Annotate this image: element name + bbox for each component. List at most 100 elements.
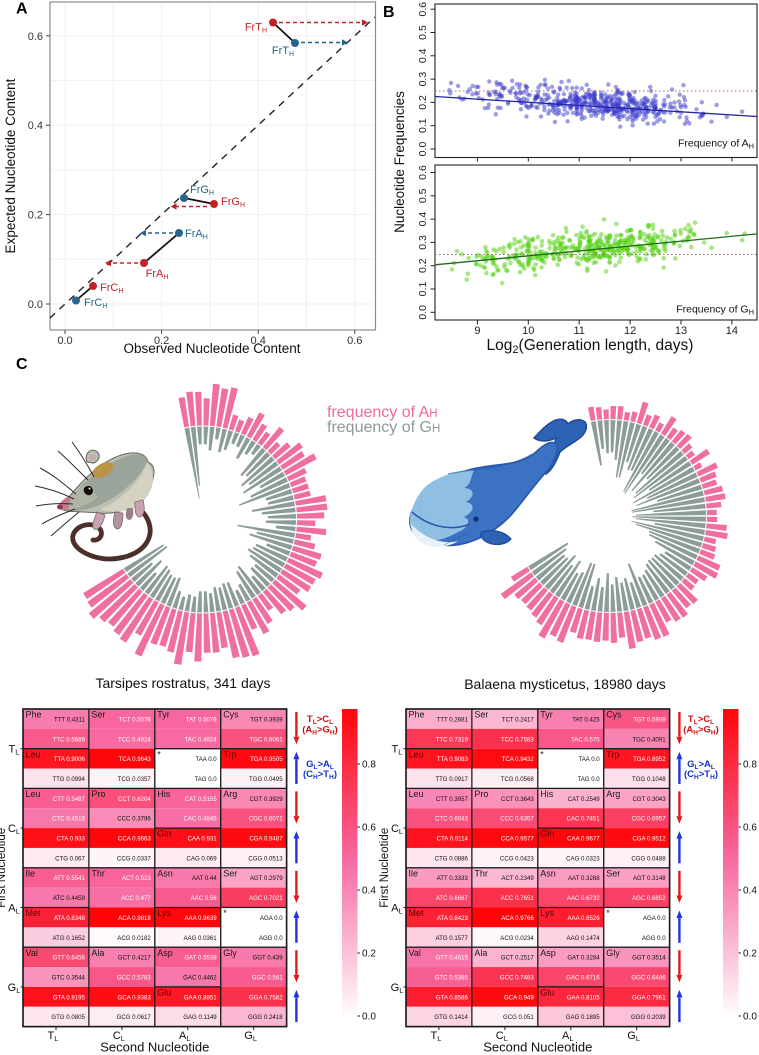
svg-text:0.1: 0.1 <box>417 118 429 133</box>
svg-text:CCA 0.9663: CCA 0.9663 <box>118 836 151 843</box>
svg-text:CAG 0.0323: CAG 0.0323 <box>566 855 600 862</box>
svg-text:GGG 0.2039: GGG 0.2039 <box>631 1014 666 1021</box>
svg-text:Trp: Trp <box>606 749 619 759</box>
svg-text:AGC 0.7021: AGC 0.7021 <box>249 895 283 902</box>
svg-text:0.0: 0.0 <box>417 142 429 157</box>
svg-text:ACA 0.9766: ACA 0.9766 <box>501 915 534 922</box>
svg-text:CTA 0.933: CTA 0.933 <box>57 836 86 843</box>
svg-text:14: 14 <box>726 325 738 337</box>
svg-text:0.2: 0.2 <box>417 95 429 110</box>
svg-text:ATG 0.1577: ATG 0.1577 <box>435 935 468 942</box>
svg-text:*: * <box>606 908 610 918</box>
svg-text:Lys: Lys <box>540 908 554 918</box>
svg-text:(CH>TH): (CH>TH) <box>684 769 718 781</box>
svg-text:0.2: 0.2 <box>154 335 169 347</box>
svg-text:B: B <box>383 4 395 21</box>
svg-text:TAT 0.5076: TAT 0.5076 <box>186 716 217 723</box>
svg-text:Asp: Asp <box>157 948 173 958</box>
svg-text:GGT 0.439: GGT 0.439 <box>253 955 284 962</box>
svg-text:TL: TL <box>47 1030 58 1043</box>
svg-text:Frequency of GH: Frequency of GH <box>676 304 754 317</box>
svg-text:Second Nucleotide: Second Nucleotide <box>483 1040 592 1055</box>
svg-text:ATA 0.8423: ATA 0.8423 <box>437 915 469 922</box>
svg-text:TTT 0.4311: TTT 0.4311 <box>54 716 86 723</box>
svg-text:CCC 0.6357: CCC 0.6357 <box>500 816 534 823</box>
svg-text:TGC 0.6061: TGC 0.6061 <box>249 736 283 743</box>
svg-text:GCC 0.5783: GCC 0.5783 <box>117 974 151 981</box>
svg-text:GGA 0.7582: GGA 0.7582 <box>249 994 283 1001</box>
svg-text:Nucleotide Frequencies: Nucleotide Frequencies <box>392 91 407 233</box>
svg-text:GCA 0.9383: GCA 0.9383 <box>118 994 152 1001</box>
svg-text:GTT 0.4615: GTT 0.4615 <box>435 955 468 962</box>
svg-text:FrGH: FrGH <box>190 184 214 197</box>
svg-text:GGC 0.6486: GGC 0.6486 <box>631 974 666 981</box>
svg-text:0.2: 0.2 <box>28 210 43 222</box>
svg-text:GTG 0.1414: GTG 0.1414 <box>434 1014 468 1021</box>
svg-text:0.8: 0.8 <box>743 760 757 771</box>
svg-text:GAA 0.8105: GAA 0.8105 <box>567 994 600 1001</box>
svg-text:TCT 0.2417: TCT 0.2417 <box>502 716 535 723</box>
svg-text:Ser: Ser <box>91 710 105 720</box>
svg-text:GAC 0.6716: GAC 0.6716 <box>566 974 600 981</box>
svg-text:Gln: Gln <box>540 829 554 839</box>
svg-text:AGA 0.0: AGA 0.0 <box>260 915 283 922</box>
svg-text:*: * <box>157 749 161 759</box>
svg-text:GCT 0.2517: GCT 0.2517 <box>501 955 535 962</box>
svg-text:(AH>GH): (AH>GH) <box>683 725 719 737</box>
svg-text:TCC 0.7583: TCC 0.7583 <box>501 736 534 743</box>
svg-text:CTT 0.3957: CTT 0.3957 <box>436 796 469 803</box>
svg-text:Balaena mysticetus, 18980 days: Balaena mysticetus, 18980 days <box>464 676 666 692</box>
svg-text:GCG 0.0617: GCG 0.0617 <box>117 1014 152 1021</box>
svg-text:GAC 0.4462: GAC 0.4462 <box>183 974 217 981</box>
svg-text:12: 12 <box>624 325 636 337</box>
svg-text:0.4: 0.4 <box>28 120 43 132</box>
svg-text:His: His <box>540 789 553 799</box>
svg-text:GTC 0.5385: GTC 0.5385 <box>435 974 469 981</box>
svg-text:GAT 0.5538: GAT 0.5538 <box>184 955 217 962</box>
svg-text:Asn: Asn <box>540 868 556 878</box>
svg-text:AGT 0.2979: AGT 0.2979 <box>250 875 283 882</box>
svg-text:CCA 0.9577: CCA 0.9577 <box>501 836 534 843</box>
svg-text:AL: AL <box>179 1030 191 1043</box>
svg-text:CAC 0.7451: CAC 0.7451 <box>566 816 600 823</box>
svg-text:FrTH: FrTH <box>245 22 267 35</box>
svg-text:0.5: 0.5 <box>417 188 429 203</box>
svg-text:CAT 0.2549: CAT 0.2549 <box>568 796 601 803</box>
svg-text:0.3: 0.3 <box>417 72 429 87</box>
svg-text:0.4: 0.4 <box>417 48 429 63</box>
svg-text:Observed Nucleotide Content: Observed Nucleotide Content <box>123 341 300 356</box>
svg-text:9: 9 <box>474 325 480 337</box>
svg-text:0.6: 0.6 <box>417 165 429 180</box>
svg-text:TCA 0.9643: TCA 0.9643 <box>119 756 152 763</box>
svg-text:TAC 0.4924: TAC 0.4924 <box>185 736 218 743</box>
svg-text:Trp: Trp <box>223 749 236 759</box>
svg-text:TTA 0.9006: TTA 0.9006 <box>54 756 86 763</box>
svg-text:TAC 0.575: TAC 0.575 <box>571 736 600 743</box>
svg-text:GCT 0.4217: GCT 0.4217 <box>118 955 152 962</box>
svg-text:CGC 0.6071: CGC 0.6071 <box>249 816 283 823</box>
svg-text:GAT 0.3284: GAT 0.3284 <box>567 955 600 962</box>
svg-text:frequency of AH: frequency of AH <box>327 404 438 421</box>
svg-text:0.4: 0.4 <box>417 212 429 227</box>
svg-text:Thr: Thr <box>474 868 488 878</box>
svg-text:CCG 0.0337: CCG 0.0337 <box>117 855 151 862</box>
svg-text:CAA 0.9677: CAA 0.9677 <box>567 836 600 843</box>
svg-text:0.0: 0.0 <box>362 1012 376 1023</box>
svg-text:*: * <box>223 908 227 918</box>
svg-text:ACG 0.0234: ACG 0.0234 <box>500 935 534 942</box>
svg-text:0.2: 0.2 <box>743 949 757 960</box>
svg-text:0.0: 0.0 <box>28 299 43 311</box>
svg-text:CCC 0.3796: CCC 0.3796 <box>117 816 151 823</box>
svg-text:Pro: Pro <box>91 789 105 799</box>
svg-text:AGT 0.3148: AGT 0.3148 <box>633 875 666 882</box>
svg-text:CAT 0.5155: CAT 0.5155 <box>185 796 218 803</box>
svg-text:AAA 0.9639: AAA 0.9639 <box>184 915 217 922</box>
svg-text:CL: CL <box>8 823 20 836</box>
svg-text:AAT 0.44: AAT 0.44 <box>192 875 217 882</box>
svg-text:CAC 0.4845: CAC 0.4845 <box>183 816 217 823</box>
svg-text:CL: CL <box>113 1030 125 1043</box>
svg-text:11: 11 <box>573 325 584 337</box>
svg-text:*: * <box>540 749 544 759</box>
svg-text:CTG 0.067: CTG 0.067 <box>55 855 85 862</box>
svg-text:TTC 0.7319: TTC 0.7319 <box>436 736 469 743</box>
